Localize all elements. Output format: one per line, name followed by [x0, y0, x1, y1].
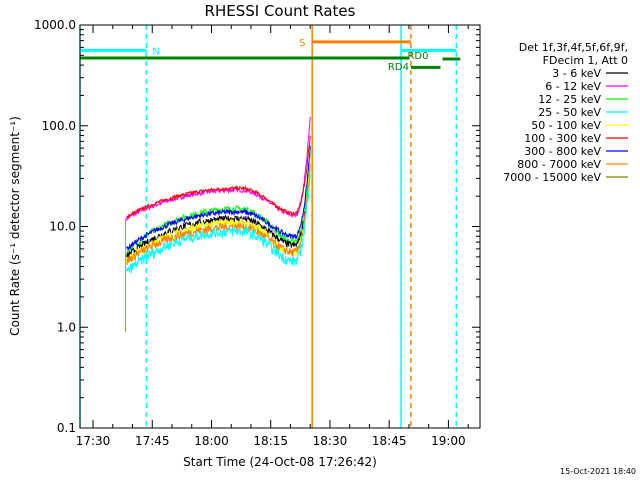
x-tick-label-6: 19:00	[431, 434, 466, 448]
legend-label-5: 100 - 300 keV	[524, 132, 601, 145]
series-line-7	[126, 173, 311, 274]
saa-flag-label: S	[299, 38, 305, 49]
legend-label-4: 50 - 100 keV	[531, 119, 601, 132]
x-axis-label: Start Time (24-Oct-08 17:26:42)	[183, 455, 377, 469]
x-tick-label-4: 18:30	[313, 434, 348, 448]
x-tick-label-0: 17:30	[76, 434, 111, 448]
legend-header-0: Det 1f,3f,4f,5f,6f,9f,	[519, 41, 628, 54]
series-line-6	[126, 163, 311, 266]
y-tick-label-1: 1.0	[57, 320, 76, 334]
y-tick-label-4: 1000.0	[34, 18, 76, 32]
night-flag-label: N	[152, 46, 159, 57]
y-tick-label-3: 100.0	[42, 119, 76, 133]
footer-date: 15-Oct-2021 18:40	[560, 467, 636, 476]
rd4-flag-label: RD4	[388, 62, 409, 73]
legend: Det 1f,3f,4f,5f,6f,9f,FDecim 1, Att 03 -…	[503, 41, 628, 184]
legend-label-0: 3 - 6 keV	[552, 67, 601, 80]
legend-label-3: 25 - 50 keV	[538, 106, 601, 119]
y-axis-label: Count Rate (s⁻¹ detector segment⁻¹)	[8, 116, 22, 336]
x-tick-label-3: 18:15	[253, 434, 288, 448]
chart-title: RHESSI Count Rates	[205, 2, 356, 20]
series-line-1	[126, 135, 311, 219]
plot-frame	[79, 24, 481, 429]
legend-header-1: FDecim 1, Att 0	[543, 54, 628, 67]
y-tick-label-2: 10.0	[49, 220, 76, 234]
legend-label-8: 7000 - 15000 keV	[503, 171, 601, 184]
legend-label-6: 300 - 800 keV	[524, 145, 601, 158]
x-tick-label-2: 18:00	[194, 434, 229, 448]
rd0-flag-label: RD0	[407, 51, 428, 62]
legend-label-2: 12 - 25 keV	[538, 93, 601, 106]
legend-label-1: 6 - 12 keV	[545, 80, 601, 93]
series-line-3	[126, 145, 311, 251]
y-tick-label-0: 0.1	[57, 421, 76, 435]
x-tick-label-1: 17:45	[135, 434, 170, 448]
legend-label-7: 800 - 7000 keV	[517, 158, 601, 171]
plot-area	[79, 25, 458, 428]
axes: 17:30 17:45 18:00 18:15 18:30 18:45 19:00 0.1 1.…	[34, 18, 480, 448]
series-line-5	[126, 157, 311, 265]
x-tick-label-5: 18:45	[372, 434, 407, 448]
